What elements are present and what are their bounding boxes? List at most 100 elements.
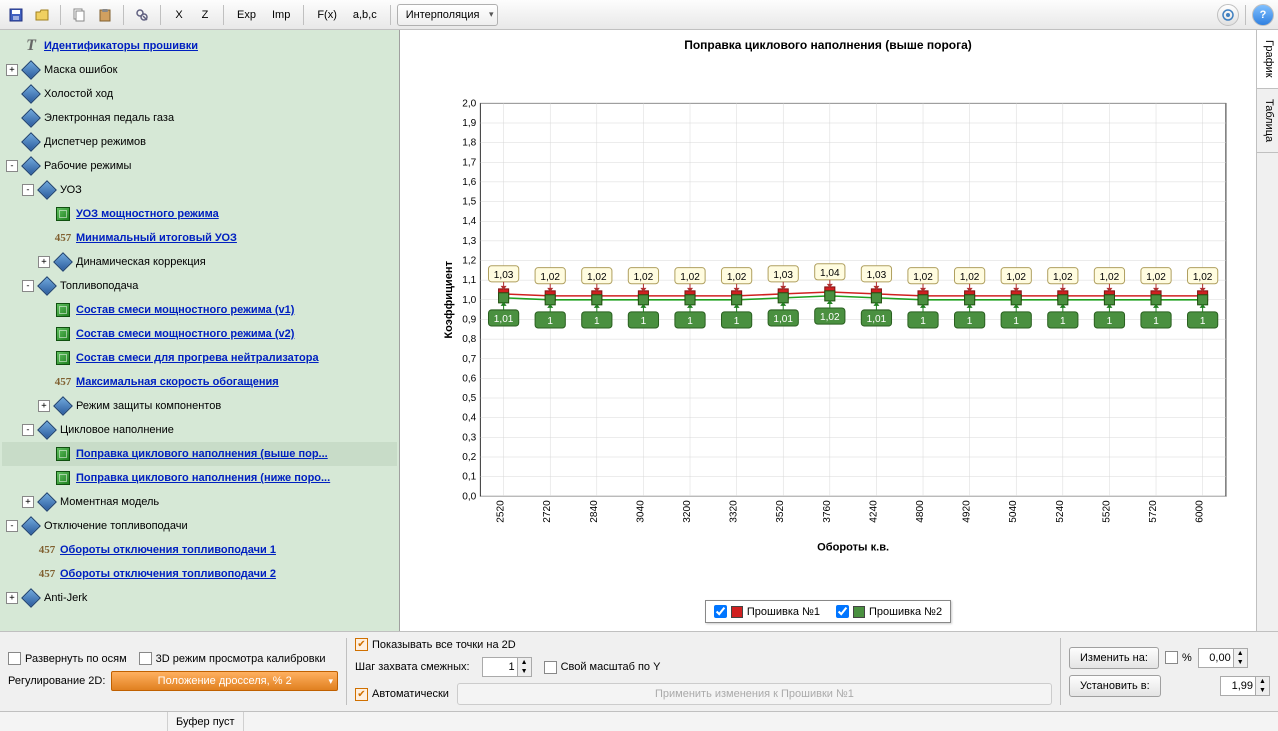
open-button[interactable] — [30, 4, 54, 26]
checkbox-own-scale[interactable]: Свой масштаб по Y — [544, 661, 661, 674]
settings-button[interactable] — [1217, 4, 1239, 26]
tree-expander[interactable]: + — [6, 64, 18, 76]
legend-item-1[interactable]: Прошивка №1 — [714, 605, 820, 618]
tree-item[interactable]: Диспетчер режимов — [2, 130, 397, 154]
tree-item[interactable]: +Динамическая коррекция — [2, 250, 397, 274]
tree-item[interactable]: +Anti-Jerk — [2, 586, 397, 610]
tree-item[interactable]: 457Максимальная скорость обогащения — [2, 370, 397, 394]
tree-icon-diamond — [22, 85, 40, 103]
tree-item[interactable]: 457Минимальный итоговый УОЗ — [2, 226, 397, 250]
tree-label[interactable]: Состав смеси мощностного режима (v2) — [76, 328, 294, 340]
svg-text:5720: 5720 — [1148, 500, 1159, 523]
tree-item[interactable]: 457Обороты отключения топливоподачи 1 — [2, 538, 397, 562]
change-spinner[interactable]: ▲▼ — [1198, 648, 1248, 668]
tab-graph[interactable]: График — [1257, 30, 1278, 89]
tree-item[interactable]: УОЗ мощностного режима — [2, 202, 397, 226]
reg2d-dropdown[interactable]: Положение дросселя, % 2 — [111, 671, 338, 691]
tree-label[interactable]: Состав смеси мощностного режима (v1) — [76, 304, 294, 316]
tree-item[interactable]: -Цикловое наполнение — [2, 418, 397, 442]
tree-expander[interactable]: + — [22, 496, 34, 508]
step-spinner[interactable]: ▲▼ — [482, 657, 532, 677]
x-button[interactable]: X — [167, 4, 191, 26]
svg-text:1: 1 — [734, 316, 740, 327]
tree-icon-cube — [54, 301, 72, 319]
tree-label[interactable]: УОЗ мощностного режима — [76, 208, 219, 220]
z-button[interactable]: Z — [193, 4, 217, 26]
tree-panel[interactable]: TИдентификаторы прошивки + Маска ошибок Хол… — [0, 30, 400, 631]
tree-item[interactable]: Электронная педаль газа — [2, 106, 397, 130]
svg-text:3520: 3520 — [775, 500, 786, 523]
abc-button[interactable]: a,b,c — [346, 4, 384, 26]
reg2d-label: Регулирование 2D: — [8, 675, 105, 687]
checkbox-show-all-2d[interactable]: ✔Показывать все точки на 2D — [355, 638, 516, 651]
tree-expander[interactable]: - — [22, 184, 34, 196]
tree-label[interactable]: Поправка циклового наполнения (выше пор.… — [76, 448, 328, 460]
tree-item[interactable]: 457Обороты отключения топливоподачи 2 — [2, 562, 397, 586]
save-button[interactable] — [4, 4, 28, 26]
tab-table[interactable]: Таблица — [1257, 89, 1278, 153]
tree-item[interactable]: Поправка циклового наполнения (ниже поро… — [2, 466, 397, 490]
checkbox-expand-axes[interactable]: Развернуть по осям — [8, 652, 127, 665]
tree-item[interactable]: -Рабочие режимы — [2, 154, 397, 178]
tree-label[interactable]: Идентификаторы прошивки — [44, 40, 198, 52]
svg-text:Обороты к.в.: Обороты к.в. — [817, 542, 889, 554]
svg-text:1,03: 1,03 — [773, 270, 793, 281]
fx-button[interactable]: F(x) — [310, 4, 344, 26]
tree-icon-diamond — [22, 517, 40, 535]
svg-text:1: 1 — [594, 316, 600, 327]
svg-text:1,04: 1,04 — [820, 268, 840, 279]
copy-button[interactable] — [67, 4, 91, 26]
svg-text:0,9: 0,9 — [462, 314, 476, 325]
tree-item[interactable]: -УОЗ — [2, 178, 397, 202]
set-spinner[interactable]: ▲▼ — [1220, 676, 1270, 696]
tree-expander[interactable]: + — [38, 256, 50, 268]
chart-legend: Прошивка №1 Прошивка №2 — [705, 600, 951, 623]
checkbox-auto[interactable]: ✔Автоматически — [355, 688, 449, 701]
find-button[interactable] — [130, 4, 154, 26]
tree-label[interactable]: Минимальный итоговый УОЗ — [76, 232, 237, 244]
svg-text:1,01: 1,01 — [494, 314, 514, 325]
imp-button[interactable]: Imp — [265, 4, 297, 26]
tree-item[interactable]: -Топливоподача — [2, 274, 397, 298]
tree-item[interactable]: Состав смеси для прогрева нейтрализатора — [2, 346, 397, 370]
svg-text:1,01: 1,01 — [867, 314, 887, 325]
svg-text:3200: 3200 — [682, 500, 693, 523]
exp-button[interactable]: Exp — [230, 4, 263, 26]
tree-expander[interactable]: + — [6, 592, 18, 604]
tree-item[interactable]: + Маска ошибок — [2, 58, 397, 82]
svg-text:5520: 5520 — [1101, 500, 1112, 523]
paste-button[interactable] — [93, 4, 117, 26]
change-to-button[interactable]: Изменить на: — [1069, 647, 1159, 669]
svg-text:1,9: 1,9 — [462, 118, 476, 129]
checkbox-3d-view[interactable]: 3D режим просмотра калибровки — [139, 652, 326, 665]
tree-label[interactable]: Состав смеси для прогрева нейтрализатора — [76, 352, 319, 364]
chart-svg[interactable]: 0,00,10,20,30,40,50,60,70,80,91,01,11,21… — [440, 60, 1236, 590]
tree-item[interactable]: Холостой ход — [2, 82, 397, 106]
legend-item-2[interactable]: Прошивка №2 — [836, 605, 942, 618]
tree-item[interactable]: -Отключение топливоподачи — [2, 514, 397, 538]
legend-checkbox-2[interactable] — [836, 605, 849, 618]
tree-expander[interactable]: - — [22, 424, 34, 436]
tree-expander[interactable]: - — [22, 280, 34, 292]
tree-expander[interactable]: + — [38, 400, 50, 412]
tree-label: Маска ошибок — [44, 64, 117, 76]
tree-item[interactable]: Состав смеси мощностного режима (v2) — [2, 322, 397, 346]
tree-item[interactable]: +Моментная модель — [2, 490, 397, 514]
tree-expander[interactable]: - — [6, 160, 18, 172]
svg-text:5240: 5240 — [1055, 500, 1066, 523]
tree-item[interactable]: Состав смеси мощностного режима (v1) — [2, 298, 397, 322]
checkbox-percent[interactable]: % — [1165, 651, 1192, 664]
tree-item[interactable]: Поправка циклового наполнения (выше пор.… — [2, 442, 397, 466]
tree-expander[interactable]: - — [6, 520, 18, 532]
legend-checkbox-1[interactable] — [714, 605, 727, 618]
tree-label[interactable]: Обороты отключения топливоподачи 1 — [60, 544, 276, 556]
tree-label[interactable]: Поправка циклового наполнения (ниже поро… — [76, 472, 330, 484]
tree-icon-diamond — [22, 157, 40, 175]
tree-label[interactable]: Обороты отключения топливоподачи 2 — [60, 568, 276, 580]
tree-label[interactable]: Максимальная скорость обогащения — [76, 376, 279, 388]
help-button[interactable]: ? — [1252, 4, 1274, 26]
tree-item[interactable]: +Режим защиты компонентов — [2, 394, 397, 418]
tree-item[interactable]: TИдентификаторы прошивки — [2, 34, 397, 58]
set-to-button[interactable]: Установить в: — [1069, 675, 1161, 697]
interpolation-dropdown[interactable]: Интерполяция — [397, 4, 499, 26]
